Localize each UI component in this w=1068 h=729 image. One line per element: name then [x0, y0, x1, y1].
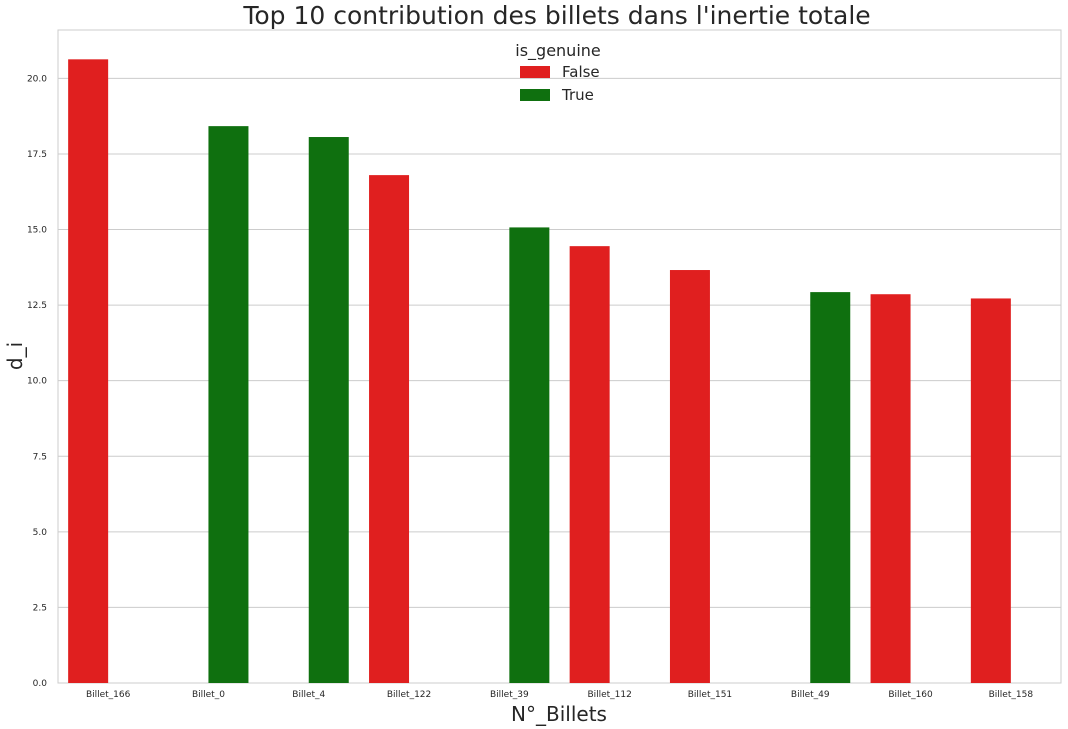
- legend-swatch-false: [520, 66, 550, 78]
- bar-billet-112-false: [569, 246, 610, 683]
- y-tick-label: 15.0: [27, 226, 47, 236]
- y-tick-label: 7.5: [33, 452, 47, 462]
- bar-billet-4-true: [308, 137, 349, 684]
- bar-billet-39-true: [509, 227, 550, 684]
- bars: [68, 59, 1011, 684]
- legend-swatch-true: [520, 89, 550, 101]
- y-axis-label: d_i: [3, 342, 27, 370]
- y-tick-labels: 0.0 2.5 5.0 7.5 10.0 12.5 15.0 17.5 20.0: [27, 74, 47, 689]
- x-tick-label: Billet_122: [387, 690, 431, 700]
- legend-title: is_genuine: [515, 41, 601, 61]
- x-tick-label: Billet_151: [688, 690, 732, 700]
- legend: is_genuine False True: [515, 41, 601, 104]
- bar-billet-151-false: [669, 270, 710, 683]
- x-tick-label: Billet_112: [587, 690, 631, 700]
- y-tick-label: 0.0: [33, 679, 48, 689]
- y-tick-label: 10.0: [27, 377, 47, 387]
- bar-billet-122-false: [369, 175, 410, 683]
- y-tick-label: 12.5: [27, 301, 47, 311]
- x-tick-label: Billet_166: [86, 690, 131, 700]
- bar-billet-49-true: [810, 292, 851, 683]
- y-tick-label: 17.5: [27, 150, 47, 160]
- y-tick-label: 2.5: [33, 603, 47, 613]
- bar-billet-158-false: [970, 298, 1011, 683]
- y-tick-label: 5.0: [33, 528, 48, 538]
- x-tick-label: Billet_160: [888, 690, 933, 700]
- y-tick-label: 20.0: [27, 74, 47, 84]
- legend-label-false: False: [562, 63, 600, 81]
- x-tick-label: Billet_158: [989, 690, 1034, 700]
- bar-billet-166-false: [68, 59, 109, 684]
- bar-billet-0-true: [208, 126, 249, 683]
- x-tick-label: Billet_4: [292, 690, 325, 700]
- x-tick-label: Billet_39: [490, 690, 529, 700]
- bar-billet-160-false: [870, 294, 911, 683]
- legend-label-true: True: [561, 86, 594, 104]
- x-axis-label: N°_Billets: [511, 702, 607, 726]
- x-tick-label: Billet_49: [791, 690, 830, 700]
- x-tick-labels: Billet_166 Billet_0 Billet_4 Billet_122 Bill…: [86, 690, 1033, 700]
- chart-title: Top 10 contribution des billets dans l'i…: [242, 1, 870, 30]
- x-tick-label: Billet_0: [192, 690, 225, 700]
